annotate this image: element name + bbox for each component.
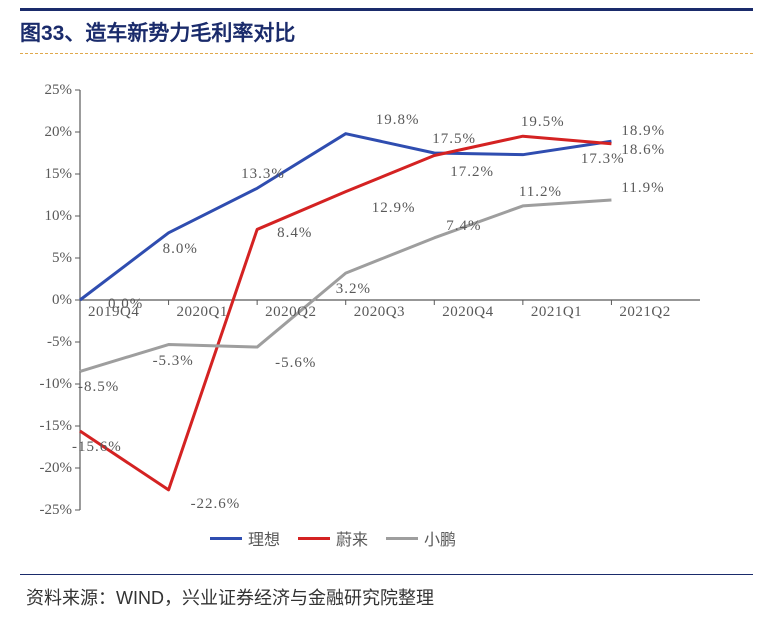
legend-item: 蔚来 (298, 526, 368, 550)
data-label: 11.9% (621, 180, 664, 197)
data-label: 17.2% (450, 164, 494, 181)
y-tick-label: 25% (45, 82, 73, 99)
data-label: 7.4% (446, 218, 481, 235)
y-tick-label: -5% (47, 334, 72, 351)
y-tick-label: -20% (40, 460, 73, 477)
y-tick-label: 5% (52, 250, 72, 267)
y-tick-label: 10% (45, 208, 73, 225)
legend-swatch (298, 537, 330, 540)
legend-swatch (210, 537, 242, 540)
x-tick-label: 2020Q3 (354, 304, 405, 321)
data-label: -5.3% (153, 353, 194, 370)
data-label: 17.5% (432, 131, 476, 148)
data-label: -22.6% (191, 496, 241, 513)
y-tick-label: 0% (52, 292, 72, 309)
data-label: 13.3% (241, 166, 285, 183)
footer-divider (20, 574, 753, 575)
legend-item: 理想 (210, 526, 280, 550)
x-tick-label: 2020Q4 (442, 304, 493, 321)
data-label: 19.8% (376, 112, 420, 129)
x-tick-label: 2020Q1 (177, 304, 228, 321)
data-label: 8.4% (277, 225, 312, 242)
data-label: 19.5% (521, 114, 565, 131)
x-tick-label: 2021Q2 (619, 304, 670, 321)
data-label: 12.9% (372, 200, 416, 217)
data-label: 0.0% (108, 296, 143, 313)
y-tick-label: -25% (40, 502, 73, 519)
y-tick-label: -10% (40, 376, 73, 393)
source-text: 资料来源：WIND，兴业证券经济与金融研究院整理 (26, 584, 434, 610)
legend-label: 小鹏 (424, 526, 456, 550)
y-tick-label: 15% (45, 166, 73, 183)
data-label: 8.0% (163, 241, 198, 258)
data-label: 18.6% (621, 142, 665, 159)
y-tick-label: 20% (45, 124, 73, 141)
x-tick-label: 2020Q2 (265, 304, 316, 321)
y-tick-label: -15% (40, 418, 73, 435)
data-label: -5.6% (275, 355, 316, 372)
data-label: -8.5% (78, 379, 119, 396)
legend: 理想 蔚来 小鹏 (210, 526, 456, 550)
data-label: 3.2% (336, 281, 371, 298)
data-label: -15.6% (72, 439, 122, 456)
data-label: 17.3% (581, 151, 625, 168)
legend-label: 蔚来 (336, 526, 368, 550)
data-label: 11.2% (519, 184, 562, 201)
x-tick-label: 2021Q1 (531, 304, 582, 321)
figure-container: 图33、造车新势力毛利率对比 -25%-20%-15%-10%-5%0%5%10… (0, 0, 773, 636)
data-label: 18.9% (621, 123, 665, 140)
legend-swatch (386, 537, 418, 540)
legend-item: 小鹏 (386, 526, 456, 550)
legend-label: 理想 (248, 526, 280, 550)
